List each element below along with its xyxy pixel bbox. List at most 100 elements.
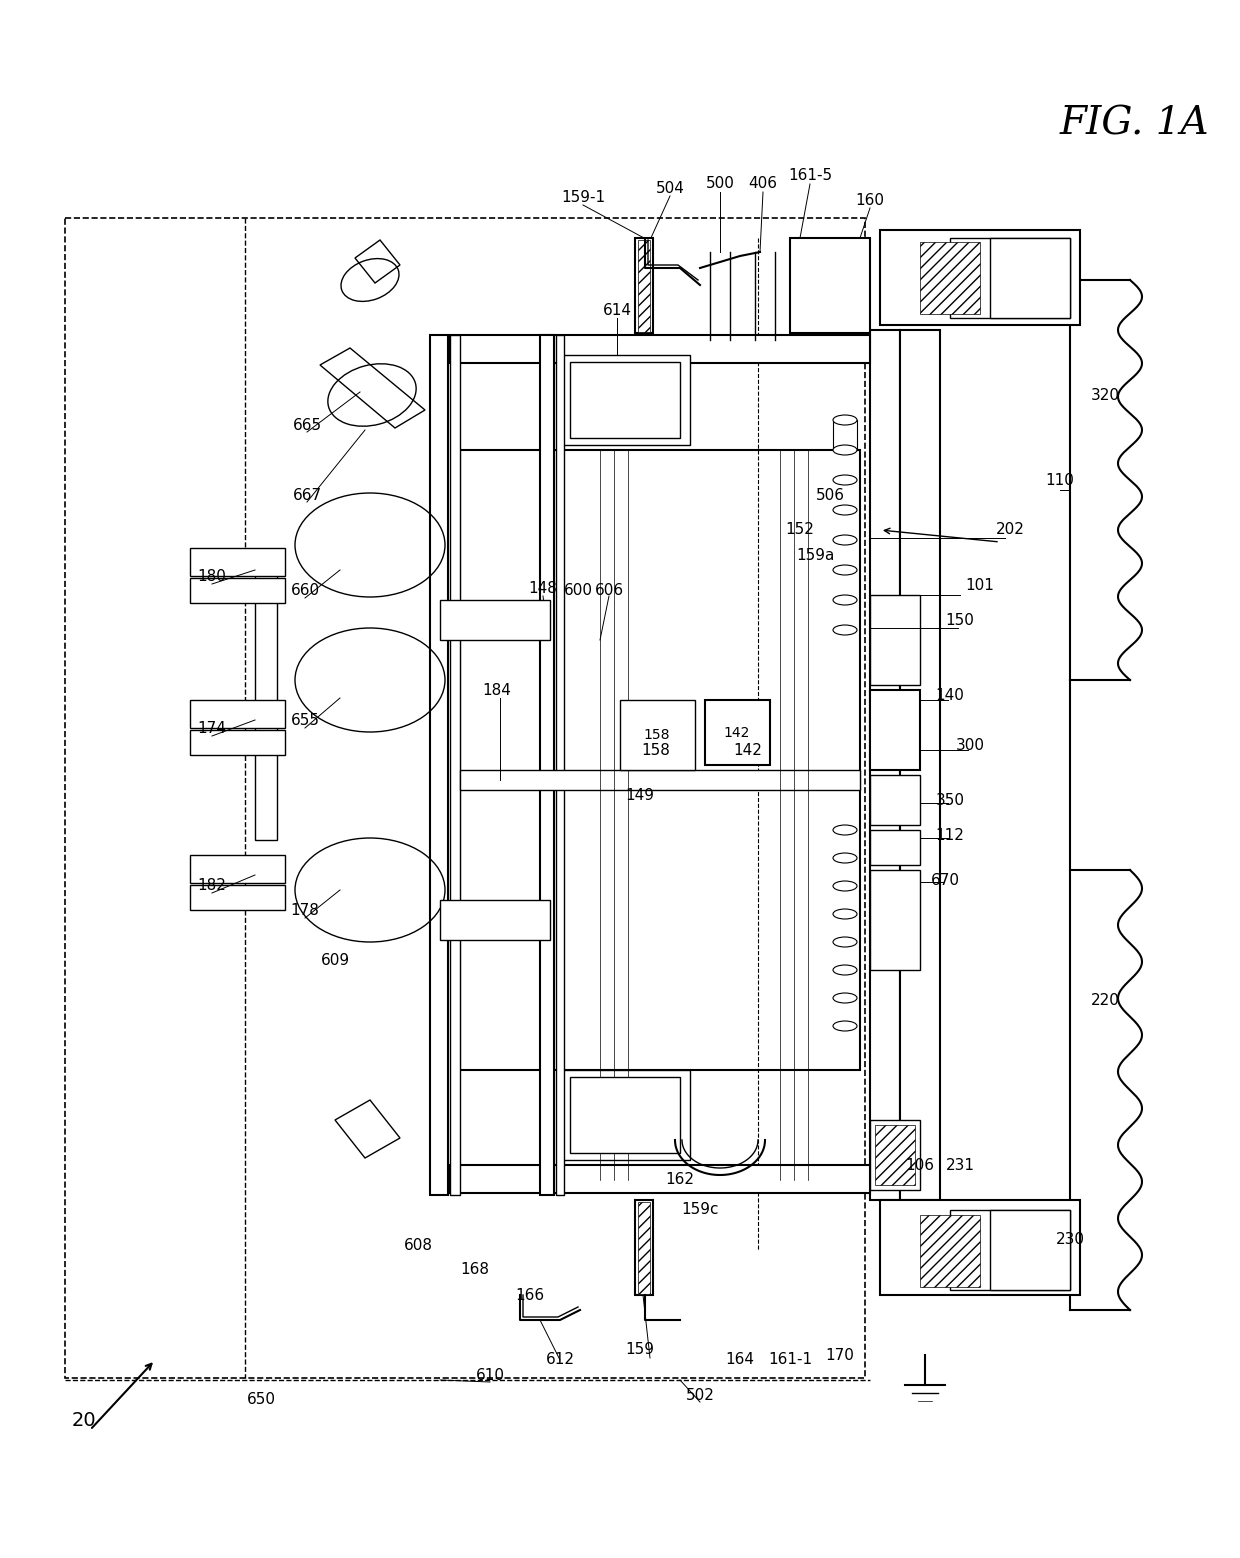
Ellipse shape <box>833 936 857 947</box>
Text: 506: 506 <box>816 488 844 503</box>
Text: 202: 202 <box>996 522 1024 538</box>
Text: 230: 230 <box>1055 1232 1085 1248</box>
Bar <box>635 238 653 333</box>
Bar <box>900 330 940 1200</box>
Bar <box>190 700 285 728</box>
Text: 168: 168 <box>460 1262 490 1278</box>
Bar <box>190 731 285 756</box>
Text: 665: 665 <box>293 418 321 433</box>
Bar <box>440 901 551 939</box>
Ellipse shape <box>833 908 857 919</box>
Text: 180: 180 <box>197 569 227 584</box>
Ellipse shape <box>833 534 857 545</box>
Ellipse shape <box>833 1020 857 1031</box>
Bar <box>875 1125 915 1186</box>
Text: FIG. 1A: FIG. 1A <box>1060 104 1210 142</box>
Text: 158: 158 <box>644 728 671 742</box>
Bar <box>950 238 1070 318</box>
Text: 142: 142 <box>733 743 761 757</box>
Bar <box>440 600 551 640</box>
Text: 184: 184 <box>482 682 511 698</box>
Bar <box>870 869 920 971</box>
Bar <box>560 1070 689 1161</box>
Text: 320: 320 <box>1090 388 1120 402</box>
Ellipse shape <box>833 475 857 485</box>
Bar <box>920 241 980 315</box>
Text: 504: 504 <box>656 181 684 195</box>
Text: 650: 650 <box>247 1393 275 1407</box>
Bar <box>639 240 650 332</box>
Text: 159: 159 <box>625 1343 655 1357</box>
Text: 159a: 159a <box>796 547 835 562</box>
Text: 667: 667 <box>293 488 321 503</box>
Bar <box>870 830 920 865</box>
Bar <box>64 218 866 1377</box>
Text: 170: 170 <box>826 1348 854 1363</box>
Bar <box>990 1211 1070 1290</box>
Bar <box>820 241 866 330</box>
Bar <box>556 335 564 1195</box>
Text: 300: 300 <box>956 737 985 753</box>
Text: 148: 148 <box>528 581 558 595</box>
Text: 600: 600 <box>563 583 593 598</box>
Ellipse shape <box>833 566 857 575</box>
Text: 110: 110 <box>1045 472 1074 488</box>
Bar <box>870 595 920 686</box>
Text: 161-1: 161-1 <box>768 1352 812 1368</box>
Text: 350: 350 <box>935 793 965 807</box>
Bar <box>450 335 460 1195</box>
Ellipse shape <box>833 625 857 636</box>
Text: 670: 670 <box>930 872 960 888</box>
Bar <box>880 231 1080 326</box>
Bar <box>990 238 1070 318</box>
Bar <box>920 1215 980 1287</box>
Ellipse shape <box>833 992 857 1003</box>
Text: 159c: 159c <box>681 1203 719 1217</box>
Text: 20: 20 <box>72 1410 97 1430</box>
Bar <box>870 774 920 826</box>
Text: 606: 606 <box>594 583 624 598</box>
Ellipse shape <box>833 414 857 425</box>
Text: 608: 608 <box>403 1237 433 1253</box>
Text: 142: 142 <box>724 726 750 740</box>
Text: 161-5: 161-5 <box>787 168 832 182</box>
Text: 174: 174 <box>197 720 227 735</box>
Text: 660: 660 <box>290 583 320 598</box>
Bar <box>562 1072 688 1158</box>
Bar <box>790 238 870 333</box>
Text: 502: 502 <box>686 1388 714 1402</box>
Bar <box>430 335 448 1195</box>
Text: 655: 655 <box>290 712 320 728</box>
Ellipse shape <box>833 964 857 975</box>
Bar <box>570 361 680 438</box>
Text: 149: 149 <box>625 787 655 802</box>
Bar <box>190 855 285 883</box>
Bar <box>190 548 285 576</box>
Text: 159-1: 159-1 <box>560 190 605 204</box>
Text: 614: 614 <box>603 302 631 318</box>
Text: 178: 178 <box>290 902 320 918</box>
Bar <box>572 1080 678 1151</box>
Bar <box>562 357 688 442</box>
Text: 158: 158 <box>641 743 671 757</box>
Bar <box>706 700 770 765</box>
Bar <box>880 1200 1080 1295</box>
Bar <box>639 1203 650 1295</box>
Text: 164: 164 <box>725 1352 754 1368</box>
Bar <box>190 885 285 910</box>
Bar <box>255 559 277 840</box>
Text: 160: 160 <box>856 193 884 207</box>
Text: 500: 500 <box>706 176 734 190</box>
Bar <box>870 1120 920 1190</box>
Text: 612: 612 <box>546 1352 574 1368</box>
Bar <box>560 355 689 446</box>
Text: 406: 406 <box>749 176 777 190</box>
Ellipse shape <box>833 880 857 891</box>
Bar <box>635 1200 653 1295</box>
Bar <box>950 1211 1070 1290</box>
Bar <box>572 365 678 436</box>
Text: 140: 140 <box>935 687 965 703</box>
Ellipse shape <box>833 852 857 863</box>
Ellipse shape <box>833 505 857 516</box>
Ellipse shape <box>833 595 857 605</box>
